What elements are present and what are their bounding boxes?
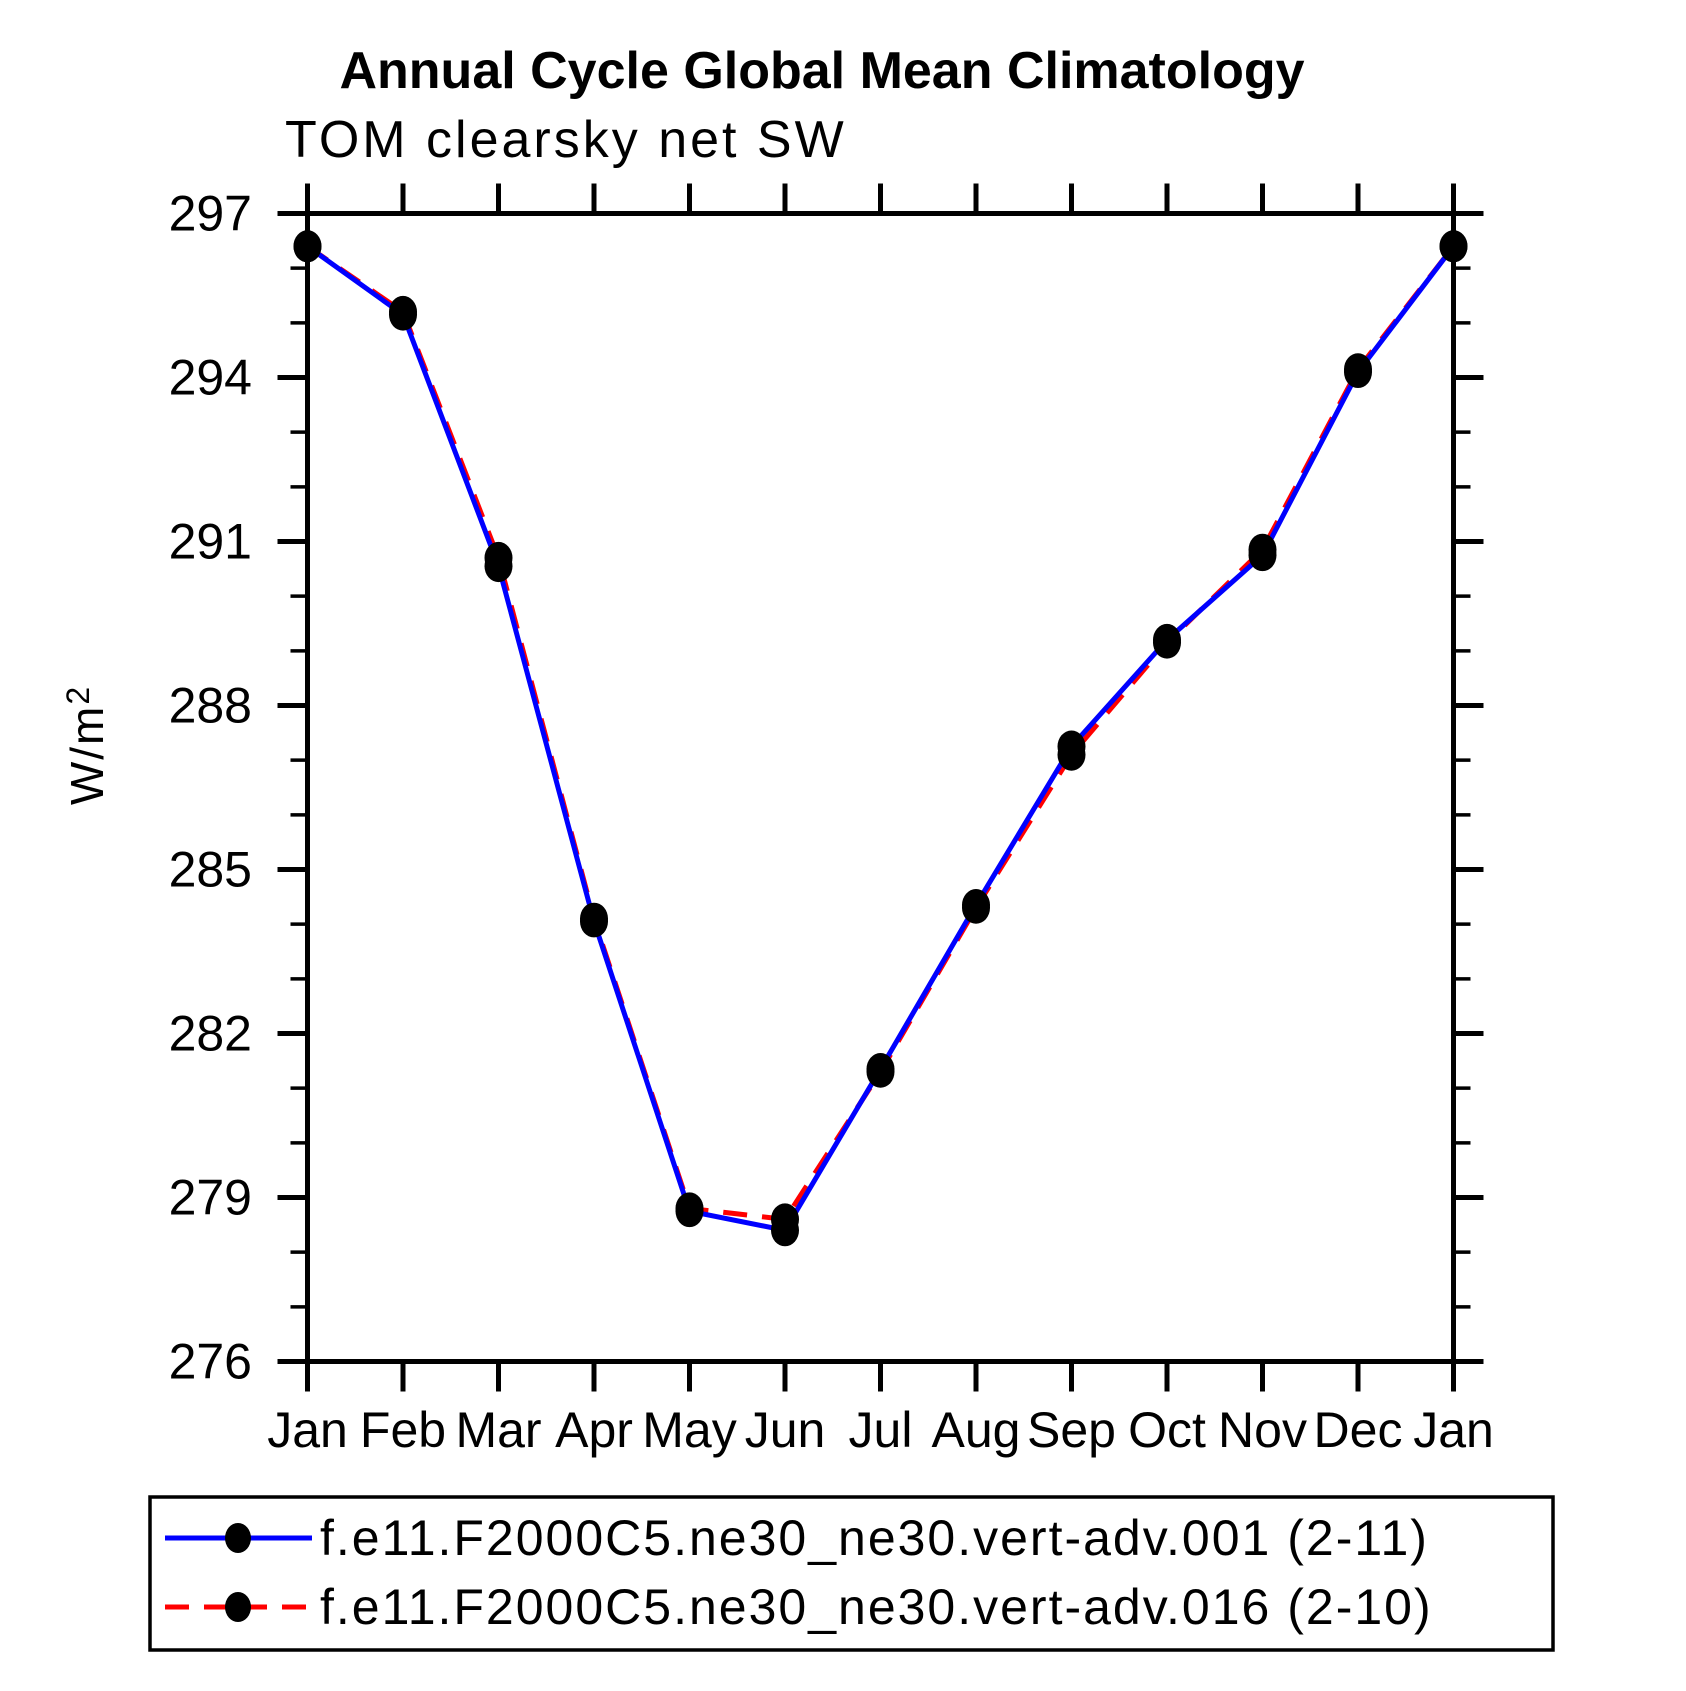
x-tick-label: Sep [1027,1402,1116,1458]
data-point-marker [1248,539,1277,572]
x-tick-label: Feb [360,1402,446,1458]
chart-subtitle: TOM clearsky net SW [285,111,847,169]
data-point-marker [389,298,417,331]
y-tick-label: 276 [169,1334,252,1390]
y-tick-label: 288 [169,678,252,734]
data-point-marker [580,905,608,938]
y-tick-label: 282 [169,1006,252,1062]
x-tick-label: Jan [267,1402,348,1458]
legend-box [148,1495,1555,1652]
y-tick-label: 285 [169,842,252,898]
legend-marker-series1 [225,1523,251,1553]
y-tick-label: 279 [169,1170,252,1226]
x-tick-label: May [642,1402,736,1458]
legend-label-series1: f.e11.F2000C5.ne30_ne30.vert-adv.001 (2-… [320,1510,1429,1566]
data-point-marker [1439,230,1468,263]
x-tick-label: Jun [745,1402,826,1458]
data-point-marker [1057,730,1086,763]
x-tick-label: Oct [1128,1402,1206,1458]
x-tick-label: Aug [932,1402,1021,1458]
y-tick-label: 297 [169,186,252,242]
legend-marker-series2 [225,1592,251,1622]
axis-box [305,211,1456,1364]
y-axis-title: W/m2 [60,685,113,805]
data-point-marker [675,1195,704,1228]
y-tick-label: 291 [169,514,252,570]
y-tick-label: 294 [169,350,252,406]
x-tick-label: Dec [1314,1402,1403,1458]
data-point-marker [962,889,990,922]
data-point-marker [1153,623,1181,656]
data-point-marker [866,1053,895,1086]
x-tick-label: Mar [455,1402,541,1458]
x-tick-label: Nov [1218,1402,1307,1458]
x-tick-label: Jul [849,1402,913,1458]
y-axis-title-text: W/m2 [60,685,113,805]
x-tick-label: Apr [555,1402,633,1458]
x-tick-label: Jan [1413,1402,1494,1458]
chart-title: Annual Cycle Global Mean Climatology [339,42,1304,100]
data-point-marker [771,1214,799,1247]
data-point-marker [1344,356,1372,389]
data-point-marker [293,230,322,263]
data-point-marker [484,550,513,583]
legend: f.e11.F2000C5.ne30_ne30.vert-adv.001 (2-… [148,1495,1555,1652]
legend-label-series2: f.e11.F2000C5.ne30_ne30.vert-adv.016 (2-… [320,1579,1433,1635]
